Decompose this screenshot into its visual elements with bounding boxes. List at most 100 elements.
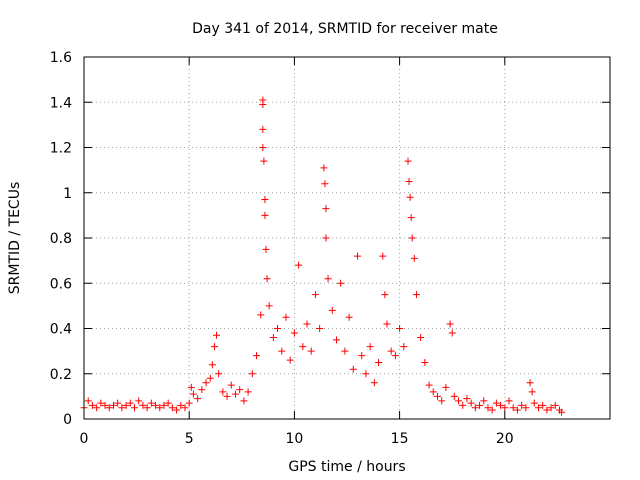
data-point: [168, 404, 176, 412]
y-tick-label: 0.4: [50, 322, 72, 338]
data-point: [505, 397, 513, 405]
data-point: [240, 397, 248, 405]
data-point: [97, 399, 105, 407]
data-point: [526, 379, 534, 387]
data-point: [534, 404, 542, 412]
data-point: [528, 388, 536, 396]
data-point: [446, 320, 454, 328]
y-tick-label: 1.2: [50, 141, 72, 157]
data-point: [303, 320, 311, 328]
data-point: [231, 390, 239, 398]
data-point: [480, 397, 488, 405]
data-point: [181, 404, 189, 412]
data-point: [282, 313, 290, 321]
data-point: [501, 404, 509, 412]
data-point: [337, 279, 345, 287]
data-point: [471, 404, 479, 412]
data-point: [253, 352, 261, 360]
data-point: [349, 365, 357, 373]
data-point: [425, 381, 433, 389]
data-point: [185, 399, 193, 407]
data-point: [354, 252, 362, 260]
axis-ticks: 0 0.2 0.4 0.6 0.8 1 1.2 1.4 1.6 0 5 10 15 20: [50, 50, 610, 447]
data-point: [396, 325, 404, 332]
data-point: [387, 347, 395, 355]
y-axis-label: SRMTID / TECUs: [7, 182, 23, 295]
grid: [84, 57, 610, 419]
data-point: [358, 352, 366, 360]
data-point: [84, 397, 92, 405]
data-point: [114, 399, 122, 407]
data-points: [80, 96, 566, 416]
chart-title: Day 341 of 2014, SRMTID for receiver mat…: [192, 21, 498, 37]
data-point: [198, 386, 206, 394]
data-point: [322, 205, 330, 213]
x-tick-label: 5: [185, 431, 194, 447]
data-point: [173, 406, 181, 414]
data-point: [455, 397, 463, 405]
x-tick-label: 20: [496, 431, 514, 447]
data-point: [450, 392, 458, 400]
data-point: [381, 291, 389, 299]
data-point: [274, 325, 282, 332]
data-point: [290, 329, 298, 337]
x-tick-label: 0: [80, 431, 89, 447]
y-tick-label: 0.8: [50, 231, 72, 247]
data-point: [164, 399, 172, 407]
data-point: [383, 320, 391, 328]
data-point: [513, 406, 521, 414]
data-point: [260, 157, 268, 165]
data-point: [130, 404, 138, 412]
data-point: [269, 334, 277, 342]
data-point: [261, 211, 269, 219]
y-tick-label: 1.4: [50, 95, 72, 111]
data-point: [105, 404, 113, 412]
data-point: [375, 358, 383, 366]
data-point: [492, 399, 500, 407]
data-point: [391, 352, 399, 360]
data-point: [257, 311, 265, 319]
data-point: [139, 401, 147, 409]
data-point: [147, 399, 155, 407]
data-point: [438, 397, 446, 405]
data-point: [400, 343, 408, 351]
data-point: [320, 164, 328, 172]
data-point: [202, 379, 210, 387]
data-point: [410, 254, 418, 262]
data-point: [160, 401, 168, 409]
data-point: [261, 196, 269, 204]
data-point: [476, 401, 484, 409]
data-point: [509, 404, 517, 412]
data-point: [215, 370, 223, 378]
data-point: [227, 381, 235, 389]
data-point: [484, 404, 492, 412]
data-point: [433, 392, 441, 400]
data-point: [263, 275, 271, 283]
data-point: [187, 383, 195, 391]
data-point: [558, 408, 566, 416]
data-point: [547, 404, 555, 412]
data-point: [370, 379, 378, 387]
data-point: [463, 395, 471, 403]
data-point: [328, 306, 336, 314]
data-point: [244, 388, 252, 396]
data-point: [259, 144, 267, 151]
data-point: [262, 245, 270, 253]
data-point: [405, 177, 413, 185]
data-point: [488, 406, 496, 414]
data-point: [321, 180, 329, 188]
y-tick-label: 0: [63, 412, 72, 428]
y-tick-label: 1.6: [50, 50, 72, 66]
data-point: [522, 404, 530, 412]
data-point: [551, 401, 559, 409]
data-point: [543, 406, 551, 414]
data-point: [366, 343, 374, 351]
data-point: [417, 334, 425, 342]
data-point: [248, 370, 256, 378]
data-point: [295, 261, 303, 269]
data-point: [316, 325, 324, 332]
plot-frame: [83, 56, 611, 420]
data-point: [189, 390, 197, 398]
data-point: [467, 399, 475, 407]
